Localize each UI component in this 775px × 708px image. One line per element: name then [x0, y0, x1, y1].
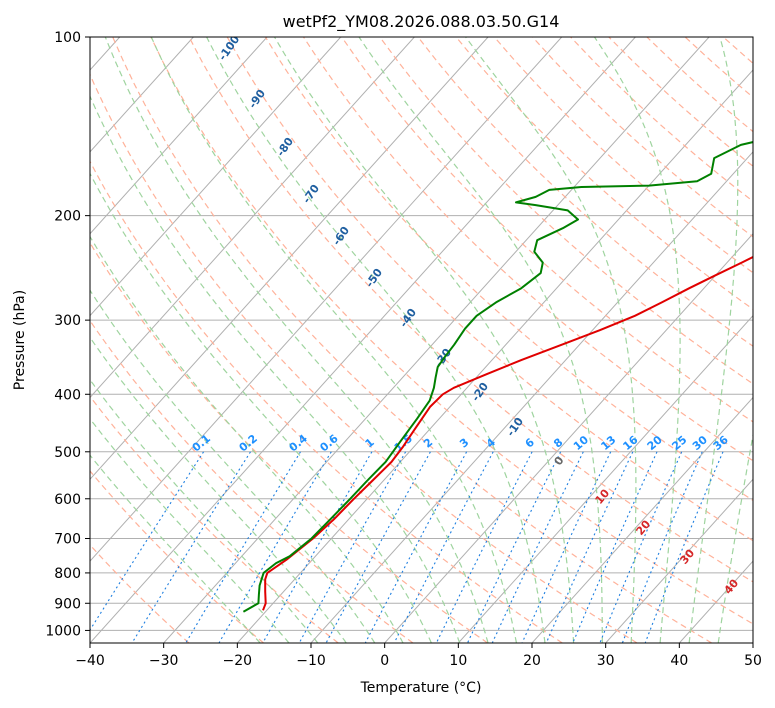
- moist-adiabat-line: [206, 37, 546, 643]
- moist-adiabat-line: [150, 37, 518, 643]
- x-tick-label: 50: [744, 653, 762, 669]
- axes: −40 −30 −20 −10 0 10 20 30 40 50 1000 900 800 700 600 5…: [45, 30, 762, 669]
- mixing-ratio-line: [435, 451, 533, 643]
- isotherm-gridlines: [90, 37, 753, 643]
- x-tick-label: −40: [75, 653, 105, 669]
- y-tick-label: 700: [54, 532, 81, 548]
- moist-adiabat-line: [593, 37, 681, 643]
- x-tick-label: 0: [380, 653, 389, 669]
- moist-adiabat-line: [358, 37, 603, 643]
- dry-adiabat-line: [90, 319, 414, 643]
- isotherm-line: [384, 232, 753, 643]
- isotherm-line: [457, 314, 753, 643]
- mixing-ratio-line: [644, 451, 724, 643]
- y-tick-label: 800: [54, 566, 81, 582]
- isotherm-line: [605, 478, 753, 643]
- x-tick-label: 30: [597, 653, 615, 669]
- y-tick-label: 300: [54, 313, 81, 329]
- isotherm-line: [90, 37, 268, 235]
- mixing-ratio-line: [621, 451, 703, 643]
- moist-adiabat-line: [717, 431, 753, 643]
- y-tick-label: 200: [54, 209, 81, 225]
- dewpoint-line: [242, 141, 753, 613]
- mixing-ratio-line: [185, 451, 301, 643]
- x-tick-label: −20: [223, 653, 253, 669]
- dry-adiabat-line: [417, 37, 753, 347]
- isobar-gridlines: [90, 37, 753, 631]
- y-tick-label: 100: [54, 30, 81, 46]
- moist-adiabat-line: [90, 289, 376, 643]
- temperature-line: [262, 255, 753, 611]
- isotherm-line: [90, 37, 489, 481]
- dry-adiabat-line: [90, 544, 190, 643]
- mixing-ratio-line: [325, 451, 431, 643]
- y-tick-label: 500: [54, 445, 81, 461]
- dry-adiabat-line: [455, 37, 753, 310]
- moist-adiabat-line: [688, 37, 739, 643]
- y-tick-label: 900: [54, 596, 81, 612]
- x-tick-label: −30: [149, 653, 179, 669]
- dry-adiabat-line: [150, 37, 753, 625]
- moist-adiabat-line: [90, 336, 347, 643]
- moist-adiabat-line: [90, 94, 461, 643]
- mixing-ratio-lines: [90, 451, 724, 643]
- isotherm-line: [90, 37, 563, 562]
- isotherm-line: [90, 37, 194, 153]
- chart-title: wetPf2_YM08.2026.088.03.50.G14: [283, 12, 560, 32]
- mixing-ratio-line: [298, 451, 407, 643]
- dry-adiabat-line: [90, 470, 264, 643]
- mixing-ratio-line: [218, 451, 332, 643]
- dry-adiabat-line: [90, 395, 339, 643]
- y-tick-label: 600: [54, 492, 81, 508]
- isotherm-line: [236, 69, 753, 643]
- mixing-ratio-line: [131, 451, 251, 643]
- dry-adiabat-line: [90, 160, 563, 643]
- moist-adiabat-line: [465, 37, 637, 643]
- x-tick-label: −10: [296, 653, 326, 669]
- x-axis-label: Temperature (°C): [360, 680, 482, 696]
- mixing-ratio-line: [90, 451, 205, 631]
- moist-adiabat-line: [90, 378, 319, 643]
- isotherm-line: [531, 396, 753, 643]
- moist-adiabat-line: [104, 37, 489, 643]
- mixing-ratio-line: [262, 451, 373, 643]
- moist-adiabat-line: [90, 235, 404, 643]
- isotherm-line: [310, 151, 753, 643]
- dry-adiabat-line: [112, 37, 713, 643]
- sounding-series: [242, 141, 753, 613]
- moist-adiabat-line: [90, 454, 261, 643]
- y-tick-label: 400: [54, 387, 81, 403]
- mixing-ratio-line: [467, 451, 562, 643]
- moist-adiabat-line: [273, 37, 575, 643]
- dry-adiabat-line: [90, 241, 488, 643]
- moist-adiabats: [90, 37, 753, 643]
- plot-frame: [89, 36, 754, 644]
- mixing-ratio-line: [491, 451, 584, 643]
- isotherm-line: [90, 37, 342, 317]
- moist-adiabat-line: [90, 417, 290, 643]
- isotherm-line: [90, 37, 415, 399]
- isotherm-line: [90, 37, 636, 643]
- isotherm-line: [163, 37, 710, 643]
- dry-adiabats: [90, 37, 753, 643]
- x-tick-label: 20: [523, 653, 541, 669]
- y-tick-label: 1000: [45, 623, 81, 639]
- x-tick-label: 10: [449, 653, 467, 669]
- x-tick-label: 40: [670, 653, 688, 669]
- y-axis-label: Pressure (hPa): [12, 290, 28, 390]
